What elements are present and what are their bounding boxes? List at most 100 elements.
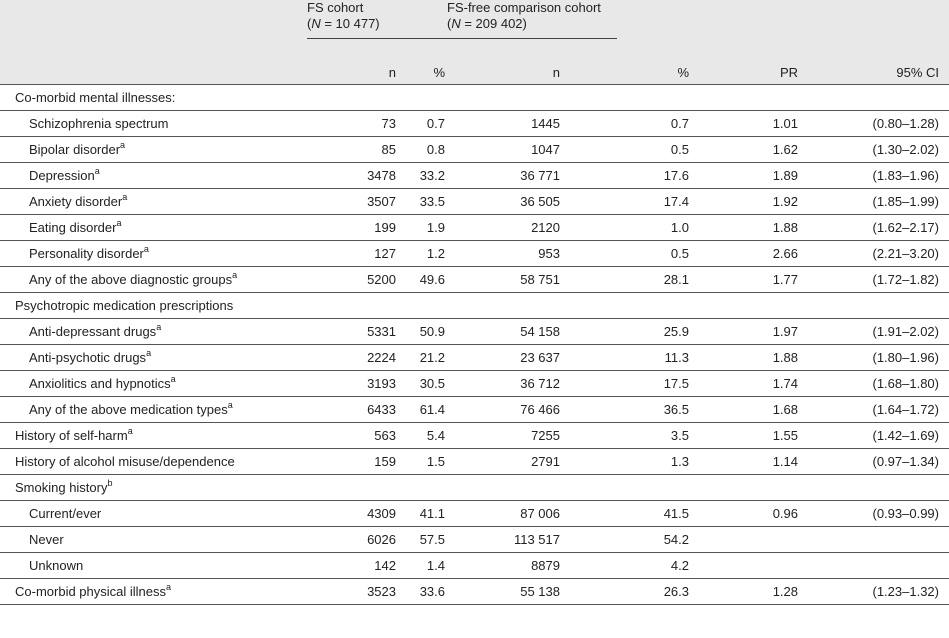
pr-cell: 1.28 (697, 578, 804, 605)
fs-pct-cell: 1.9 (402, 214, 447, 241)
row-label: Anxiolitics and hypnoticsa (0, 370, 307, 397)
header-blank (0, 0, 307, 60)
free-pct-cell: 17.6 (572, 162, 697, 189)
fs-n-cell (307, 84, 402, 111)
ci-cell: (1.64–1.72) (804, 396, 949, 423)
col-header-free-n: n (447, 60, 572, 85)
fs-pct-cell: 1.2 (402, 240, 447, 267)
free-n-cell: 1445 (447, 110, 572, 137)
results-table: FS cohort (N = 10 477) FS-free compariso… (0, 0, 949, 605)
row-label: Eating disordera (0, 214, 307, 241)
col-header-fs-n: n (307, 60, 402, 85)
ci-cell (804, 526, 949, 553)
free-n-cell (447, 84, 572, 111)
table-row: Depressiona 3478 33.2 36 771 17.6 1.89 (1.83–1… (0, 162, 949, 189)
free-n-cell: 2791 (447, 448, 572, 475)
table-row: Current/ever 4309 41.1 87 006 41.5 0.96 (0.93–… (0, 500, 949, 527)
free-pct-cell (572, 474, 697, 501)
ci-cell: (1.80–1.96) (804, 344, 949, 371)
fs-pct-cell: 33.6 (402, 578, 447, 605)
free-pct-cell: 28.1 (572, 266, 697, 293)
fs-pct-cell: 50.9 (402, 318, 447, 345)
table-row: Bipolar disordera 85 0.8 1047 0.5 1.62 (1.30–2… (0, 136, 949, 163)
pr-cell: 0.96 (697, 500, 804, 527)
fs-n-label: N (311, 16, 321, 31)
col-header-free-pct: % (572, 60, 697, 85)
free-n-cell: 87 006 (447, 500, 572, 527)
fs-cohort-title: FS cohort (307, 0, 364, 15)
free-n-cell: 8879 (447, 552, 572, 579)
free-pct-cell: 17.5 (572, 370, 697, 397)
pr-cell: 1.14 (697, 448, 804, 475)
ci-cell: (0.93–0.99) (804, 500, 949, 527)
header-label-col (0, 60, 307, 85)
fs-pct-cell: 1.4 (402, 552, 447, 579)
ci-cell: (1.23–1.32) (804, 578, 949, 605)
fs-pct-cell: 61.4 (402, 396, 447, 423)
fs-n-value: = 10 477) (320, 16, 380, 31)
header-row-columns: n % n % PR 95% CI (0, 60, 949, 85)
row-label: History of alcohol misuse/dependence (0, 448, 307, 475)
free-pct-cell: 0.5 (572, 136, 697, 163)
free-n-cell: 113 517 (447, 526, 572, 553)
table-row: Eating disordera 199 1.9 2120 1.0 1.88 (1.62–2… (0, 214, 949, 241)
footnote-marker: a (122, 191, 128, 202)
fs-pct-cell: 1.5 (402, 448, 447, 475)
row-label: History of self-harma (0, 422, 307, 449)
free-pct-cell: 0.5 (572, 240, 697, 267)
ci-cell: (0.80–1.28) (804, 110, 949, 137)
row-label: Bipolar disordera (0, 136, 307, 163)
free-pct-cell (572, 84, 697, 111)
pr-cell: 2.66 (697, 240, 804, 267)
row-label: Smoking historyb (0, 474, 307, 501)
header-row-groups: FS cohort (N = 10 477) FS-free compariso… (0, 0, 949, 60)
fs-n-cell (307, 292, 402, 319)
fs-n-cell: 199 (307, 214, 402, 241)
footnote-marker: a (156, 321, 162, 332)
pr-cell (697, 292, 804, 319)
table-row: History of alcohol misuse/dependence 159 1… (0, 448, 949, 475)
pr-cell: 1.01 (697, 110, 804, 137)
free-n-cell: 55 138 (447, 578, 572, 605)
fs-pct-cell: 30.5 (402, 370, 447, 397)
header-blank-pr (697, 0, 804, 60)
table-body: Co-morbid mental illnesses: Schizophrenia… (0, 84, 949, 605)
ci-cell (804, 552, 949, 579)
fs-free-cohort-title: FS-free comparison cohort (447, 0, 601, 15)
row-label: Any of the above medication typesa (0, 396, 307, 423)
fs-n-cell (307, 474, 402, 501)
ci-cell: (1.68–1.80) (804, 370, 949, 397)
ci-cell (804, 84, 949, 111)
row-label: Co-morbid physical illnessa (0, 578, 307, 605)
free-pct-cell: 17.4 (572, 188, 697, 215)
free-pct-cell: 36.5 (572, 396, 697, 423)
row-label: Schizophrenia spectrum (0, 110, 307, 137)
fs-n-cell: 6026 (307, 526, 402, 553)
pr-cell (697, 552, 804, 579)
table-row: Unknown 142 1.4 8879 4.2 (0, 552, 949, 579)
row-label: Co-morbid mental illnesses: (0, 84, 307, 111)
free-n-label: N (451, 16, 461, 31)
fs-n-cell: 3193 (307, 370, 402, 397)
row-label: Psychotropic medication prescriptions (0, 292, 307, 319)
fs-n-cell: 127 (307, 240, 402, 267)
footnote-marker: a (116, 217, 122, 228)
table-row: Any of the above diagnostic groupsa 5200 4… (0, 266, 949, 293)
free-n-cell: 1047 (447, 136, 572, 163)
footnote-marker: a (94, 165, 100, 176)
row-label: Anti-psychotic drugsa (0, 344, 307, 371)
pr-cell (697, 474, 804, 501)
col-header-ci: 95% CI (804, 60, 949, 85)
table-row: History of self-harma 563 5.4 7255 3.5 1.55 (1… (0, 422, 949, 449)
pr-cell: 1.88 (697, 344, 804, 371)
table-row: Anxiety disordera 3507 33.5 36 505 17.4 1.92(… (0, 188, 949, 215)
free-pct-cell: 1.3 (572, 448, 697, 475)
section-row: Co-morbid mental illnesses: (0, 84, 949, 111)
pr-cell: 1.92 (697, 188, 804, 215)
pr-cell (697, 526, 804, 553)
fs-pct-cell: 49.6 (402, 266, 447, 293)
table-row: Never 6026 57.5 113 517 54.2 (0, 526, 949, 553)
ci-cell: (2.21–3.20) (804, 240, 949, 267)
pr-cell: 1.88 (697, 214, 804, 241)
fs-pct-cell: 21.2 (402, 344, 447, 371)
